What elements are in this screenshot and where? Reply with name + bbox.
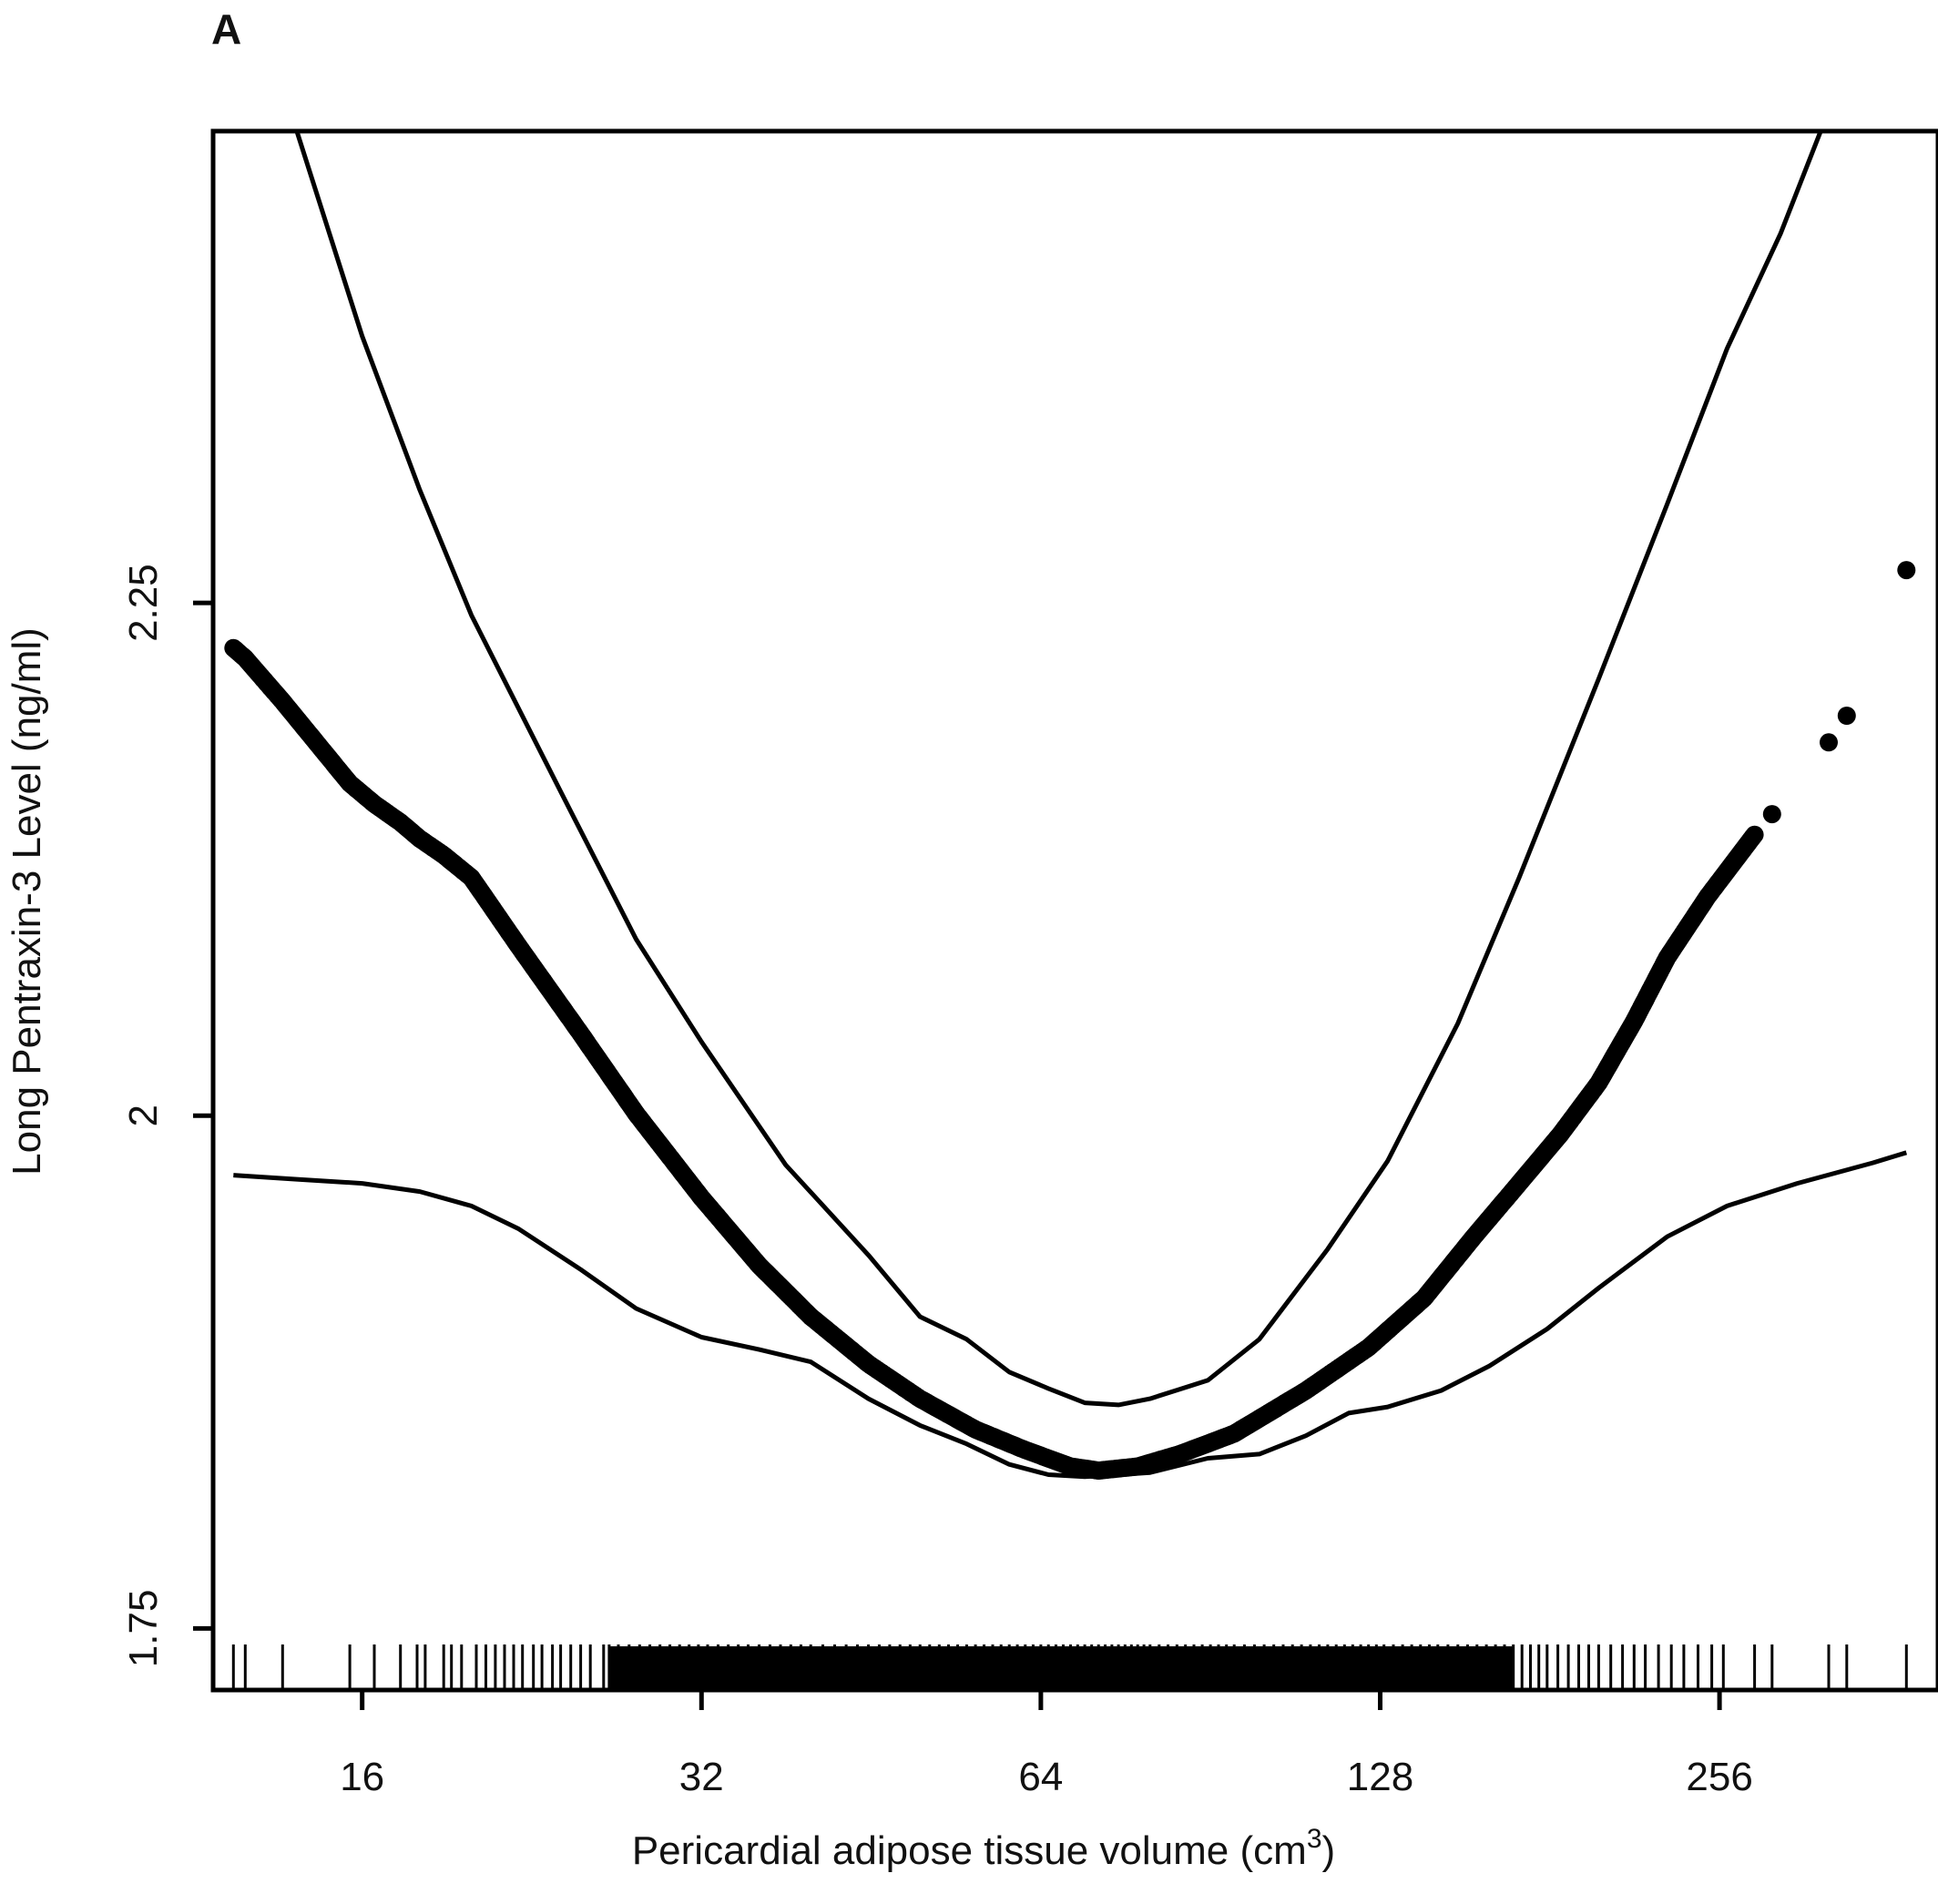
curve-layer xyxy=(233,131,1908,1480)
x-axis: 16 32 64 128 256 xyxy=(340,1690,1753,1799)
ci-line-1 xyxy=(294,131,1823,1408)
y-tick-label: 2.25 xyxy=(121,564,166,642)
x-axis-title-suffix: ) xyxy=(1322,1828,1336,1873)
y-axis: 1.75 2 2.25 xyxy=(121,564,213,1667)
x-tick-label: 16 xyxy=(340,1755,384,1799)
y-tick-label: 1.75 xyxy=(121,1590,166,1668)
y-axis-title: Long Pentraxin-3 Level (ng/ml) xyxy=(5,627,49,1176)
x-tick-label: 64 xyxy=(1018,1755,1063,1799)
rug-dense-band xyxy=(608,1646,1514,1690)
fitted-point xyxy=(1745,825,1764,844)
fitted-points-layer xyxy=(224,561,1916,1480)
x-tick-label: 128 xyxy=(1347,1755,1413,1799)
x-tick-label: 32 xyxy=(679,1755,724,1799)
fitted-point xyxy=(1820,733,1838,752)
x-axis-title-superscript: 3 xyxy=(1307,1824,1322,1854)
x-axis-title-main: Pericardial adipose tissue volume (cm xyxy=(632,1828,1307,1873)
x-axis-title: Pericardial adipose tissue volume (cm3) xyxy=(632,1824,1335,1873)
ci-line-2 xyxy=(233,1150,1908,1480)
panel-label: A xyxy=(211,5,241,53)
plot-frame xyxy=(210,128,1938,1693)
rug-layer xyxy=(231,1644,1908,1690)
x-tick-label: 256 xyxy=(1686,1755,1752,1799)
fitted-point xyxy=(1897,561,1916,580)
y-tick-label: 2 xyxy=(121,1105,166,1126)
fitted-point xyxy=(1837,707,1856,725)
fitted-point xyxy=(1762,805,1781,824)
